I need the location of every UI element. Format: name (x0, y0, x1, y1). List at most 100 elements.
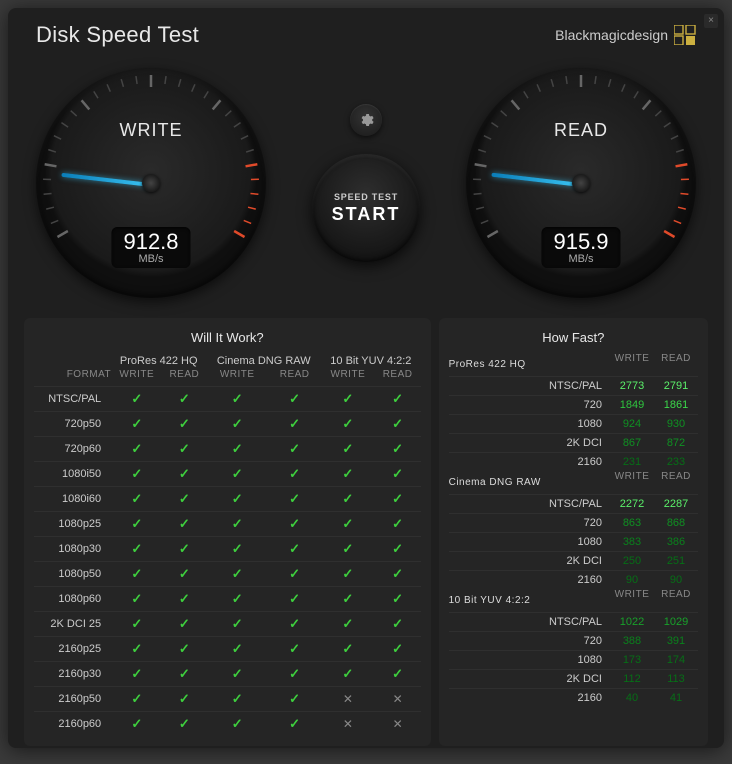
write-gauge-label: WRITE (36, 120, 266, 141)
how-fast-section-title: Cinema DNG RAW (449, 471, 610, 490)
how-fast-read-value: 251 (654, 555, 698, 567)
check-icon: ✓ (268, 587, 321, 612)
check-icon: ✓ (375, 412, 421, 437)
check-icon: ✓ (111, 587, 162, 612)
how-fast-read-value: 113 (654, 673, 698, 685)
check-icon: ✓ (206, 412, 268, 437)
cross-icon: ✕ (321, 712, 374, 737)
check-icon: ✓ (268, 387, 321, 412)
check-icon: ✓ (206, 662, 268, 687)
settings-button[interactable] (350, 104, 382, 136)
how-fast-write-value: 250 (610, 555, 654, 567)
check-icon: ✓ (111, 387, 162, 412)
how-fast-write-value: 173 (610, 654, 654, 666)
how-fast-read-value: 174 (654, 654, 698, 666)
how-fast-row: 1080383386 (449, 532, 698, 551)
table-row: NTSC/PAL✓✓✓✓✓✓ (34, 387, 421, 412)
check-icon: ✓ (321, 512, 374, 537)
how-fast-write-value: 388 (610, 635, 654, 647)
check-icon: ✓ (321, 562, 374, 587)
check-icon: ✓ (162, 587, 206, 612)
cross-icon: ✕ (375, 712, 421, 737)
check-icon: ✓ (162, 462, 206, 487)
start-button[interactable]: SPEED TEST START (312, 154, 420, 262)
table-row: 1080p50✓✓✓✓✓✓ (34, 562, 421, 587)
table-row: 720p50✓✓✓✓✓✓ (34, 412, 421, 437)
how-fast-label: 2K DCI (449, 437, 610, 449)
write-hub (142, 174, 160, 192)
how-fast-write-value: 383 (610, 536, 654, 548)
read-readout: 915.9 MB/s (541, 227, 620, 268)
how-fast-row: 2K DCI112113 (449, 669, 698, 688)
check-icon: ✓ (206, 462, 268, 487)
how-fast-read-value: 391 (654, 635, 698, 647)
how-fast-write-value: 924 (610, 418, 654, 430)
how-fast-write-value: 231 (610, 456, 654, 468)
how-fast-label: 2160 (449, 456, 610, 468)
check-icon: ✓ (111, 437, 162, 462)
how-fast-read-value: 872 (654, 437, 698, 449)
check-icon: ✓ (162, 537, 206, 562)
how-fast-row: 2K DCI250251 (449, 551, 698, 570)
check-icon: ✓ (375, 387, 421, 412)
check-icon: ✓ (111, 687, 162, 712)
how-fast-label: 720 (449, 399, 610, 411)
check-icon: ✓ (111, 662, 162, 687)
how-fast-row: 72018491861 (449, 395, 698, 414)
check-icon: ✓ (206, 687, 268, 712)
tables-row: Will It Work? ProRes 422 HQCinema DNG RA… (8, 318, 724, 762)
table-row: 1080p60✓✓✓✓✓✓ (34, 587, 421, 612)
check-icon: ✓ (268, 662, 321, 687)
check-icon: ✓ (162, 637, 206, 662)
write-readout: 912.8 MB/s (111, 227, 190, 268)
check-icon: ✓ (206, 487, 268, 512)
read-gauge: READ 915.9 MB/s (466, 68, 696, 298)
how-fast-write-value: 2272 (610, 498, 654, 510)
check-icon: ✓ (111, 487, 162, 512)
check-icon: ✓ (375, 562, 421, 587)
table-row: 1080p30✓✓✓✓✓✓ (34, 537, 421, 562)
format-label: 1080i60 (34, 487, 111, 512)
check-icon: ✓ (321, 587, 374, 612)
check-icon: ✓ (162, 562, 206, 587)
check-icon: ✓ (268, 437, 321, 462)
how-fast-row: NTSC/PAL22722287 (449, 494, 698, 513)
check-icon: ✓ (268, 687, 321, 712)
how-fast-row: NTSC/PAL10221029 (449, 612, 698, 631)
check-icon: ✓ (375, 587, 421, 612)
read-gauge-label: READ (466, 120, 696, 141)
check-icon: ✓ (206, 712, 268, 737)
how-fast-read-value: 868 (654, 517, 698, 529)
table-row: 2160p50✓✓✓✓✕✕ (34, 687, 421, 712)
check-icon: ✓ (206, 562, 268, 587)
table-row: 2160p25✓✓✓✓✓✓ (34, 637, 421, 662)
how-fast-row: 1080924930 (449, 414, 698, 433)
how-fast-read-value: 2791 (654, 380, 698, 392)
format-label: 1080p30 (34, 537, 111, 562)
check-icon: ✓ (111, 462, 162, 487)
how-fast-read-value: 930 (654, 418, 698, 430)
start-main-label: START (332, 204, 401, 225)
how-fast-section-title: 10 Bit YUV 4:2:2 (449, 589, 610, 608)
how-fast-row: 2K DCI867872 (449, 433, 698, 452)
check-icon: ✓ (206, 387, 268, 412)
format-label: 1080p50 (34, 562, 111, 587)
check-icon: ✓ (162, 412, 206, 437)
how-fast-section-header: Cinema DNG RAWWRITEREAD (449, 471, 698, 494)
cross-icon: ✕ (321, 687, 374, 712)
will-it-work-panel: Will It Work? ProRes 422 HQCinema DNG RA… (24, 318, 431, 746)
table-row: 720p60✓✓✓✓✓✓ (34, 437, 421, 462)
read-value: 915.9 (553, 231, 608, 253)
check-icon: ✓ (321, 437, 374, 462)
how-fast-read-value: 90 (654, 574, 698, 586)
check-icon: ✓ (111, 537, 162, 562)
brand-label: Blackmagicdesign (555, 25, 696, 45)
how-fast-section-header: ProRes 422 HQWRITEREAD (449, 353, 698, 376)
close-button[interactable]: × (704, 14, 718, 28)
check-icon: ✓ (111, 712, 162, 737)
check-icon: ✓ (162, 712, 206, 737)
check-icon: ✓ (375, 612, 421, 637)
how-fast-label: 2160 (449, 692, 610, 704)
check-icon: ✓ (321, 662, 374, 687)
how-fast-write-value: 867 (610, 437, 654, 449)
